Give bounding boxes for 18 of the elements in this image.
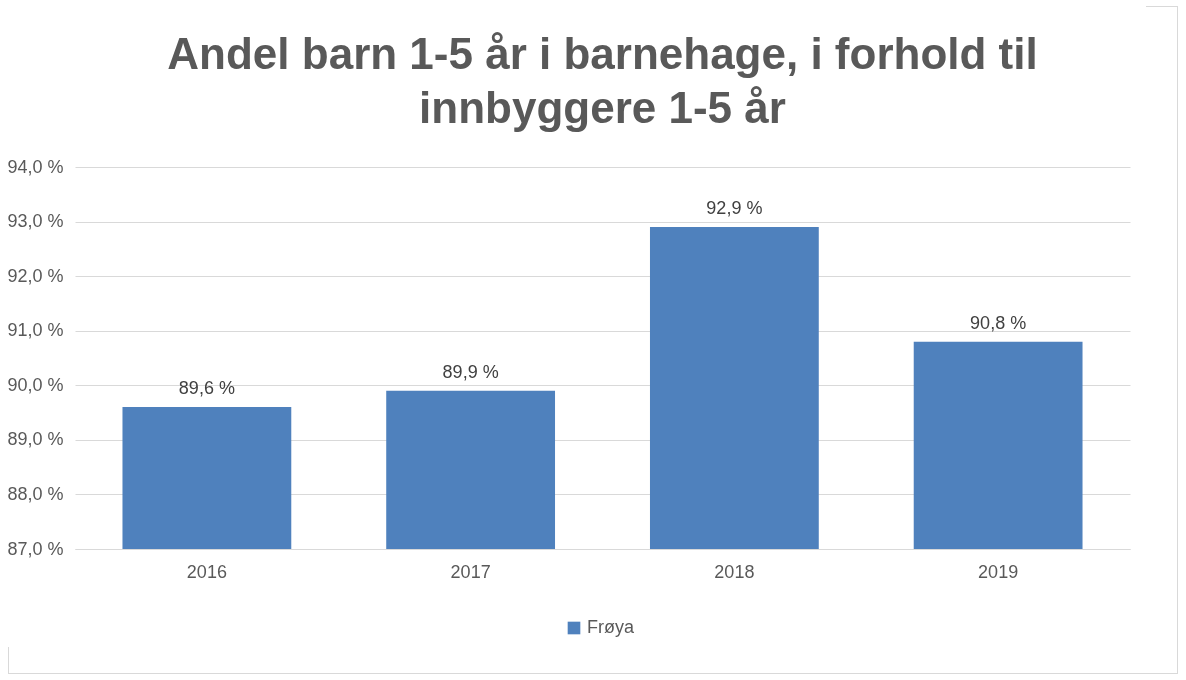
data-label: 92,9 % — [706, 198, 763, 219]
y-tick-label: 87,0 % — [7, 538, 64, 559]
legend-label: Frøya — [587, 617, 635, 637]
y-tick-label: 90,0 % — [7, 374, 64, 395]
x-tick-label: 2016 — [186, 561, 227, 582]
data-label: 90,8 % — [970, 312, 1027, 333]
x-tick-label: 2017 — [450, 561, 491, 582]
y-tick-label: 91,0 % — [7, 320, 64, 341]
y-tick-label: 89,0 % — [7, 429, 64, 450]
y-tick-label: 94,0 % — [7, 156, 64, 177]
y-tick-label: 88,0 % — [7, 483, 64, 504]
chart-title: Andel barn 1-5 år i barnehage, i forhold til innbyggere 1-5 år — [167, 29, 1038, 132]
x-tick-label: 2019 — [978, 561, 1019, 582]
y-tick-label: 93,0 % — [7, 211, 64, 232]
data-label: 89,9 % — [442, 361, 499, 382]
x-tick-label: 2018 — [714, 561, 755, 582]
y-tick-label: 92,0 % — [7, 265, 64, 286]
data-label: 89,6 % — [178, 378, 235, 399]
